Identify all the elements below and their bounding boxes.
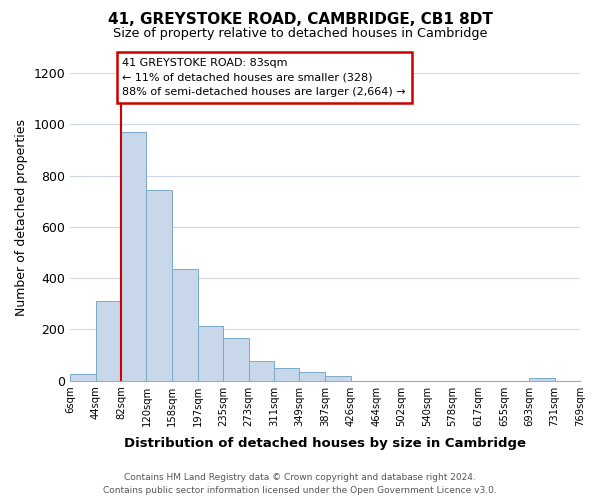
- Text: Contains HM Land Registry data © Crown copyright and database right 2024.
Contai: Contains HM Land Registry data © Crown c…: [103, 474, 497, 495]
- Bar: [223, 338, 248, 380]
- Text: Size of property relative to detached houses in Cambridge: Size of property relative to detached ho…: [113, 28, 487, 40]
- Bar: [121, 132, 146, 380]
- Y-axis label: Number of detached properties: Number of detached properties: [15, 120, 28, 316]
- Bar: [274, 368, 299, 380]
- Bar: [70, 374, 95, 380]
- Bar: [172, 269, 198, 380]
- Bar: [529, 378, 554, 380]
- Text: 41 GREYSTOKE ROAD: 83sqm
← 11% of detached houses are smaller (328)
88% of semi-: 41 GREYSTOKE ROAD: 83sqm ← 11% of detach…: [122, 58, 406, 97]
- Bar: [146, 190, 172, 380]
- Bar: [248, 362, 274, 380]
- Bar: [95, 301, 121, 380]
- Bar: [299, 372, 325, 380]
- X-axis label: Distribution of detached houses by size in Cambridge: Distribution of detached houses by size …: [124, 437, 526, 450]
- Bar: [198, 326, 223, 380]
- Text: 41, GREYSTOKE ROAD, CAMBRIDGE, CB1 8DT: 41, GREYSTOKE ROAD, CAMBRIDGE, CB1 8DT: [107, 12, 493, 28]
- Bar: [325, 376, 351, 380]
